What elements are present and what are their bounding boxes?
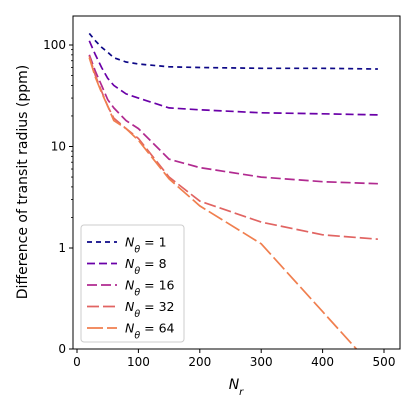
y-ticks: 0 1 10 100 <box>43 38 73 356</box>
series-line-8 <box>88 40 378 116</box>
legend-label: Nθ = 1 <box>125 235 167 256</box>
x-tick-label: 200 <box>188 355 211 369</box>
legend-label: Nθ = 64 <box>125 321 175 342</box>
y-tick-label: 10 <box>51 140 66 154</box>
legend-label: Nθ = 32 <box>125 299 175 320</box>
x-tick-label: 400 <box>311 355 334 369</box>
series-line-32 <box>88 55 378 241</box>
x-tick-label: 300 <box>250 355 273 369</box>
x-tick-label: 500 <box>373 355 396 369</box>
series-lines <box>88 32 378 350</box>
y-tick-label: 1 <box>58 241 66 255</box>
axes-frame <box>72 15 401 350</box>
series-line-1 <box>88 32 378 70</box>
x-tick-label: 0 <box>73 355 81 369</box>
series-line-16 <box>88 54 378 185</box>
legend-label: Nθ = 8 <box>125 256 167 277</box>
y-tick-label: 0 <box>58 342 66 356</box>
y-axis-label: Difference of transit radius (ppm) <box>15 65 31 299</box>
legend-box <box>80 224 185 343</box>
x-tick-label: 100 <box>127 355 150 369</box>
x-ticks: 0 100 200 300 400 500 <box>73 349 395 369</box>
legend-label: Nθ = 16 <box>125 278 175 299</box>
y-tick-label: 100 <box>43 38 66 52</box>
x-axis-label: Nr <box>229 377 244 398</box>
series-line-64 <box>88 57 358 350</box>
